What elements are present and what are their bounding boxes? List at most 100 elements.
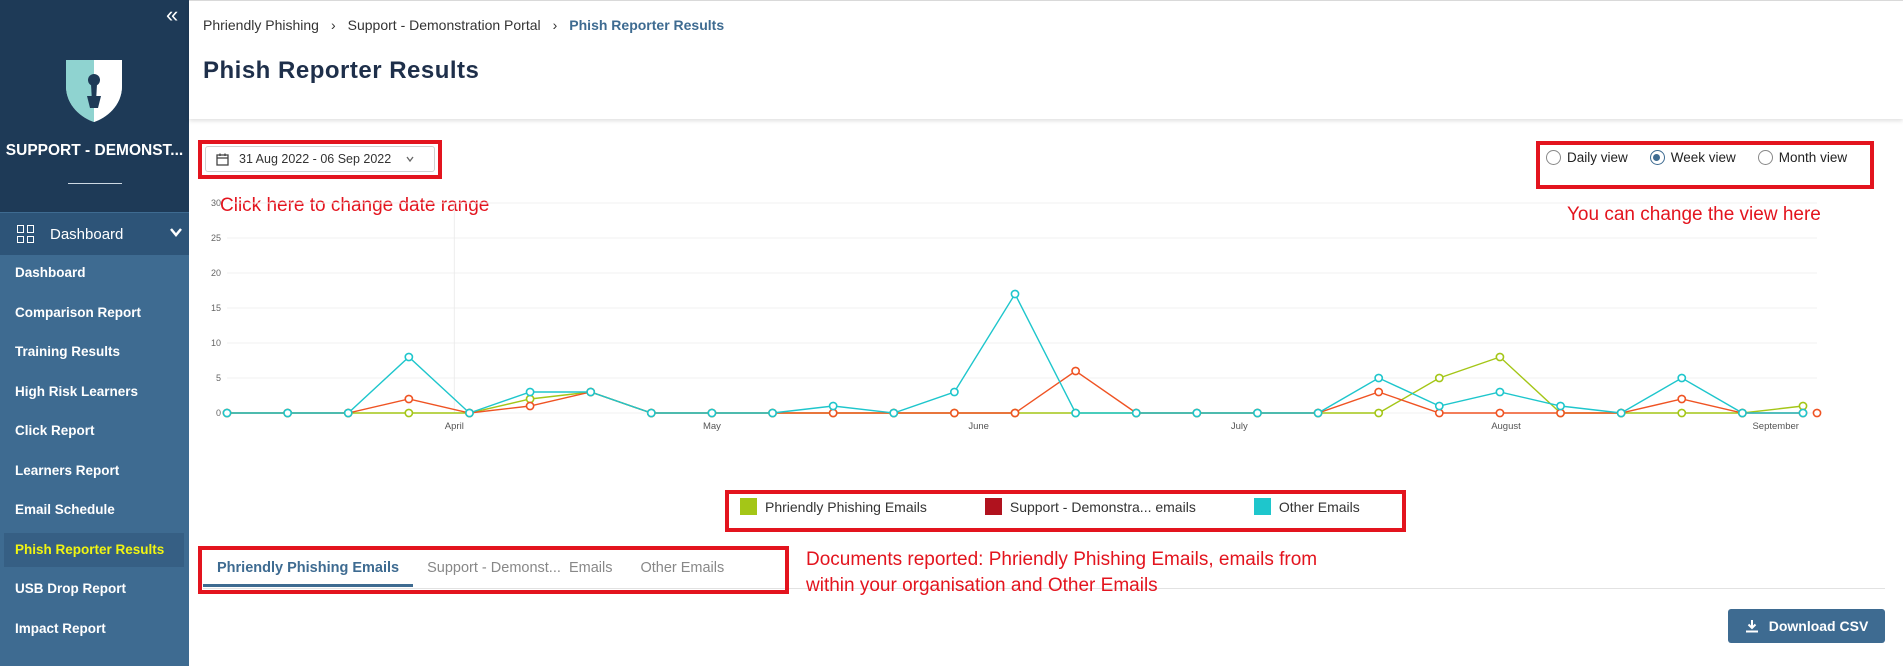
- breadcrumb-item-phriendly-phishing[interactable]: Phriendly Phishing: [203, 17, 319, 33]
- data-point: [1495, 408, 1505, 418]
- radio-circle: [1546, 150, 1561, 165]
- data-point: [1313, 408, 1323, 418]
- annotation-box-tabs: [198, 546, 789, 594]
- data-point: [222, 408, 232, 418]
- data-point: [1556, 408, 1565, 418]
- data-point: [1812, 408, 1822, 418]
- x-tick-label: May: [703, 421, 721, 432]
- data-point: [404, 352, 414, 362]
- sidebar-item-comparison-report[interactable]: Comparison Report: [15, 304, 142, 320]
- chevron-right-icon: ›: [330, 17, 336, 33]
- y-tick-label: 0: [216, 408, 221, 418]
- x-tick-label: August: [1491, 421, 1521, 432]
- legend-item-support[interactable]: Support - Demonstra... emails: [984, 498, 1196, 515]
- sidebar-item-high-risk-learners[interactable]: High Risk Learners: [15, 383, 139, 399]
- breadcrumb-item-current: Phish Reporter Results: [569, 17, 725, 33]
- data-point: [1071, 408, 1081, 418]
- legend-label: Support - Demonstra... emails: [1009, 498, 1196, 515]
- sidebar-item-dashboard[interactable]: Dashboard: [15, 265, 86, 280]
- data-point: [586, 387, 596, 397]
- download-icon: [1745, 620, 1758, 633]
- data-point: [1434, 408, 1444, 418]
- page-header: Phriendly Phishing › Support - Demonstra…: [189, 0, 1903, 119]
- y-tick-label: 20: [211, 268, 221, 278]
- date-range-value: 31 Aug 2022 - 06 Sep 2022: [239, 152, 392, 166]
- data-point: [949, 408, 959, 418]
- sidebar-item-learners-report[interactable]: Learners Report: [15, 462, 120, 478]
- data-point: [1434, 401, 1444, 411]
- data-point: [707, 408, 717, 418]
- legend-swatch: [984, 498, 1002, 515]
- chart-legend: Phriendly Phishing Emails Support - Demo…: [740, 498, 1360, 515]
- data-point: [1192, 408, 1202, 418]
- download-csv-button[interactable]: Download CSV: [1728, 609, 1885, 643]
- page-title: Phish Reporter Results: [203, 57, 480, 84]
- data-point: [525, 387, 535, 397]
- collapse-sidebar-icon[interactable]: «: [166, 2, 179, 27]
- legend-swatch: [1253, 498, 1271, 515]
- breadcrumb-item-portal[interactable]: Support - Demonstration Portal: [347, 17, 541, 33]
- x-tick-label: July: [1231, 421, 1248, 432]
- radio-circle-selected: [1649, 150, 1665, 165]
- data-point: [1616, 408, 1626, 418]
- data-point: [343, 408, 353, 418]
- data-point: [404, 394, 414, 404]
- radio-month-view[interactable]: Month view: [1757, 150, 1848, 165]
- line-chart-svg: 0 5 10 15 20 25 30 April May June July August Septem…: [211, 198, 1822, 432]
- sidebar-item-usb-drop-report[interactable]: USB Drop Report: [15, 581, 126, 596]
- sidebar-item-impact-report[interactable]: Impact Report: [15, 620, 106, 636]
- data-point: [1131, 408, 1141, 418]
- sidebar-item-phish-reporter-results[interactable]: Phish Reporter Results: [4, 532, 184, 567]
- data-point: [889, 408, 899, 418]
- legend-label: Phriendly Phishing Emails: [765, 498, 927, 515]
- tab-support-emails[interactable]: Support - Demonst... Emails: [427, 560, 613, 576]
- radio-label: Month view: [1778, 150, 1848, 165]
- y-tick-label: 5: [216, 373, 221, 383]
- legend-item-other[interactable]: Other Emails: [1253, 498, 1360, 515]
- tab-phriendly-phishing-emails[interactable]: Phriendly Phishing Emails: [203, 550, 414, 587]
- radio-daily-view[interactable]: Daily view: [1546, 150, 1628, 165]
- sidebar-item-click-report[interactable]: Click Report: [15, 423, 95, 438]
- dashboard-grid-icon: [17, 225, 35, 243]
- data-point: [1737, 408, 1747, 418]
- breadcrumb: Phriendly Phishing › Support - Demonstra…: [203, 17, 724, 33]
- x-tick-label: April: [445, 421, 464, 432]
- chevron-down-icon: [406, 156, 414, 163]
- data-point: [1677, 394, 1687, 404]
- data-point: [1010, 289, 1020, 299]
- radio-label: Daily view: [1567, 150, 1628, 165]
- sidebar-header: « SUPPORT - DEMONST...: [0, 0, 189, 212]
- data-point: [404, 408, 414, 418]
- data-point: [283, 408, 293, 418]
- tabs-divider: [203, 588, 1885, 589]
- line-chart: 0 5 10 15 20 25 30 April May June July August Septem…: [205, 195, 1825, 435]
- y-tick-label: 15: [211, 303, 221, 313]
- data-point: [465, 408, 474, 418]
- date-range-picker[interactable]: 31 Aug 2022 - 06 Sep 2022: [205, 146, 435, 172]
- sidebar-section-dashboard[interactable]: Dashboard: [0, 213, 189, 255]
- x-tick-label: September: [1752, 421, 1798, 432]
- tab-other-emails[interactable]: Other Emails: [640, 560, 725, 576]
- data-point: [525, 394, 535, 404]
- data-point: [525, 401, 535, 411]
- annotation-tabs-line1: Documents reported: Phriendly Phishing E…: [806, 549, 1318, 570]
- annotation-box-date: [198, 140, 442, 179]
- data-point: [1798, 408, 1808, 418]
- legend-label: Other Emails: [1278, 498, 1360, 515]
- download-csv-label: Download CSV: [1768, 618, 1869, 634]
- shield-logo-icon: [66, 60, 122, 122]
- data-point: [1253, 408, 1262, 418]
- org-name: SUPPORT - DEMONST...: [5, 142, 184, 159]
- data-point: [1071, 366, 1081, 376]
- email-type-tabs: Phriendly Phishing Emails Support - Demo…: [203, 550, 738, 587]
- radio-week-view[interactable]: Week view: [1649, 150, 1736, 165]
- radio-circle: [1757, 150, 1773, 165]
- y-tick-label: 10: [211, 338, 221, 348]
- sidebar-item-training-results[interactable]: Training Results: [15, 344, 121, 359]
- data-point: [828, 401, 838, 411]
- sidebar-item-email-schedule[interactable]: Email Schedule: [15, 502, 115, 517]
- y-tick-label: 30: [211, 198, 221, 208]
- data-point: [1495, 387, 1505, 397]
- data-point: [1495, 352, 1505, 362]
- legend-item-phriendly[interactable]: Phriendly Phishing Emails: [740, 498, 927, 515]
